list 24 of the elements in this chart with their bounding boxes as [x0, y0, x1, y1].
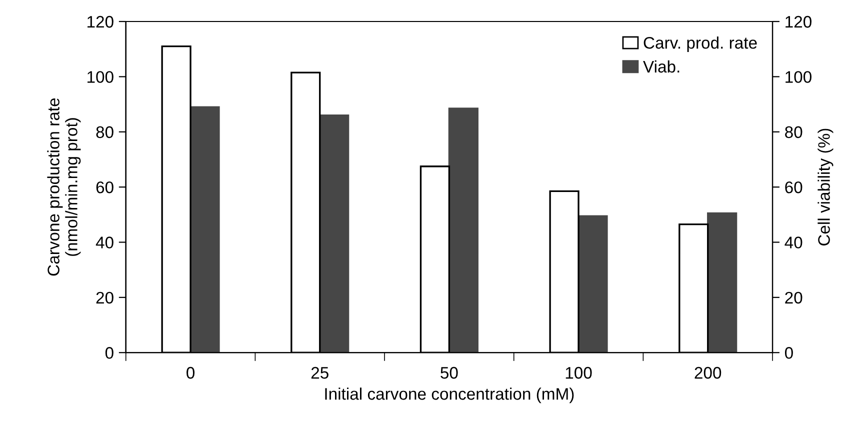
y2-tick-label: 100 [786, 71, 812, 83]
y-tick-label: 20 [96, 292, 114, 304]
y-tick-label: 60 [96, 181, 114, 194]
y-axis-title: Carvone production rate (nmol/min.mg prot) [47, 98, 81, 276]
x-axis-title: Initial carvone concentration (mM) [325, 388, 574, 404]
y-tick-label: 100 [88, 71, 114, 83]
y-tick-label: 0 [105, 347, 114, 359]
y-tick-label: 80 [96, 126, 114, 138]
y-tick-label: 40 [96, 236, 114, 248]
y2-axis-title: Cell viability (%) [818, 128, 834, 246]
x-tick-label: 50 [440, 366, 458, 379]
x-tick-label: 200 [694, 366, 722, 379]
y-tick-label: 120 [88, 16, 114, 28]
legend-label: Viab. [643, 60, 680, 73]
y2-tick-label: 120 [786, 16, 812, 28]
y2-tick-label: 40 [784, 236, 802, 248]
legend-label: Carv. prod. rate [644, 36, 757, 52]
x-tick-label: 25 [311, 366, 328, 379]
x-tick-label: 0 [186, 366, 195, 379]
x-tick-label: 100 [566, 366, 592, 379]
y2-tick-label: 60 [785, 181, 802, 194]
y2-tick-label: 0 [784, 347, 793, 359]
y2-tick-label: 80 [785, 126, 802, 138]
y2-tick-label: 20 [785, 292, 802, 304]
